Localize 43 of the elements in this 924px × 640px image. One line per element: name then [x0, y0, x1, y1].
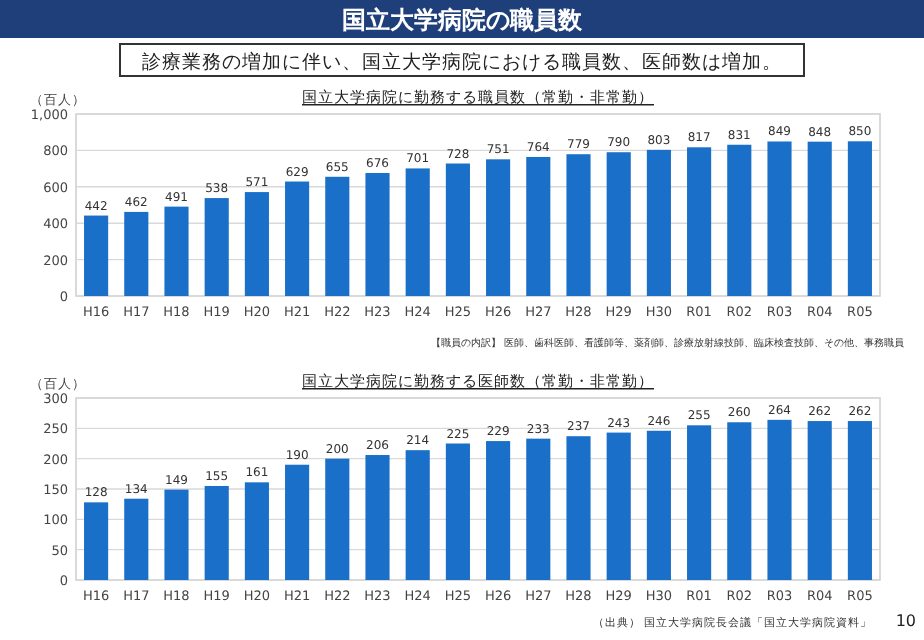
bar: [405, 450, 430, 580]
bar: [124, 211, 149, 296]
text: 10: [895, 612, 916, 630]
bar: [84, 215, 109, 296]
bar: [365, 172, 390, 296]
bar: [606, 152, 631, 296]
bar: [606, 432, 631, 580]
bar: [164, 206, 189, 296]
bar: [526, 438, 551, 580]
bar: [807, 141, 832, 296]
bar: [767, 419, 792, 580]
bar: [687, 425, 712, 580]
bar: [285, 181, 310, 296]
bar: [244, 482, 269, 580]
bar: [767, 141, 792, 296]
bar: [687, 147, 712, 296]
bar: [727, 144, 752, 296]
bar: [646, 149, 671, 296]
bar: [445, 163, 470, 296]
bar: [244, 192, 269, 296]
text: 診療業務の増加に伴い、国立大学病院における職員数、医師数は増加。: [142, 50, 782, 74]
bar: [486, 159, 511, 296]
bar: [124, 498, 149, 580]
bar: [566, 154, 591, 296]
bar: [807, 421, 832, 580]
bar: [727, 422, 752, 580]
bar: [204, 198, 229, 296]
bar: [526, 156, 551, 296]
bar: [365, 455, 390, 580]
bar: [486, 441, 511, 580]
bar: [84, 502, 109, 580]
bar: [164, 489, 189, 580]
bar: [445, 443, 470, 580]
bar: [204, 485, 229, 580]
bar: [847, 421, 872, 580]
bar: [325, 176, 350, 296]
bar: [405, 168, 430, 296]
bar: [566, 436, 591, 580]
bar: [646, 430, 671, 580]
bar: [285, 464, 310, 580]
bar: [847, 141, 872, 296]
text: 国立大学病院の職員数: [342, 6, 584, 34]
bar: [325, 458, 350, 580]
